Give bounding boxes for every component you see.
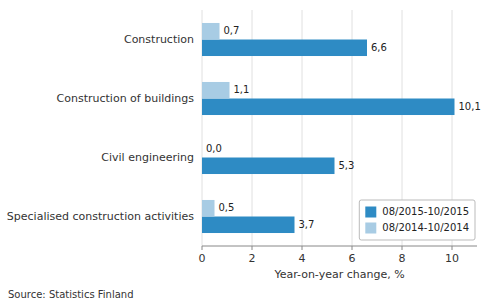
tick-label: 8 (399, 252, 406, 265)
x-axis-label: Year-on-year change, % (273, 268, 404, 281)
bar (202, 158, 335, 175)
legend-label: 08/2015-10/2015 (382, 206, 469, 217)
annotation: Source: Statistics Finland (8, 289, 134, 300)
bar (202, 99, 455, 116)
legend-label: 08/2014-10/2014 (382, 222, 469, 233)
legend: 08/2015-10/2015 08/2014-10/2014 (359, 200, 475, 240)
bar (202, 217, 295, 234)
tick-mark (452, 246, 453, 250)
tick-mark (402, 246, 403, 250)
tick-label: 6 (349, 252, 356, 265)
bar (202, 200, 215, 217)
bar (202, 23, 220, 40)
category-label: Civil engineering (101, 151, 194, 164)
bar (202, 141, 203, 158)
category-label: Construction of buildings (57, 92, 195, 105)
category-label: Construction (124, 33, 194, 46)
tick-label: 10 (445, 252, 459, 265)
data-label: 0,0 (206, 143, 222, 154)
x-axis-line (202, 246, 477, 247)
tick-label: 0 (199, 252, 206, 265)
data-label: 3,7 (299, 219, 315, 230)
data-label: 1,1 (234, 84, 250, 95)
tick-label: 4 (299, 252, 306, 265)
tick-mark (252, 246, 253, 250)
data-label: 0,7 (224, 25, 240, 36)
data-label: 6,6 (371, 42, 387, 53)
tick-mark (202, 246, 203, 250)
legend-swatch (365, 207, 376, 218)
chart: Construction Construction of buildings Civ… (0, 0, 493, 304)
bar (202, 40, 367, 57)
tick-mark (302, 246, 303, 250)
data-label: 5,3 (339, 160, 355, 171)
category-label: Specialised construction activities (7, 210, 194, 223)
legend-box (359, 200, 475, 240)
tick-mark (352, 246, 353, 250)
data-label: 0,5 (219, 202, 235, 213)
data-label: 10,1 (459, 101, 481, 112)
data-labels: 6,6 10,1 5,3 3,7 0,7 1,1 0,0 0,5 (206, 25, 481, 230)
chart-container: Construction Construction of buildings Civ… (0, 0, 493, 304)
tick-label: 2 (249, 252, 256, 265)
bar (202, 82, 230, 99)
legend-swatch (365, 223, 376, 234)
